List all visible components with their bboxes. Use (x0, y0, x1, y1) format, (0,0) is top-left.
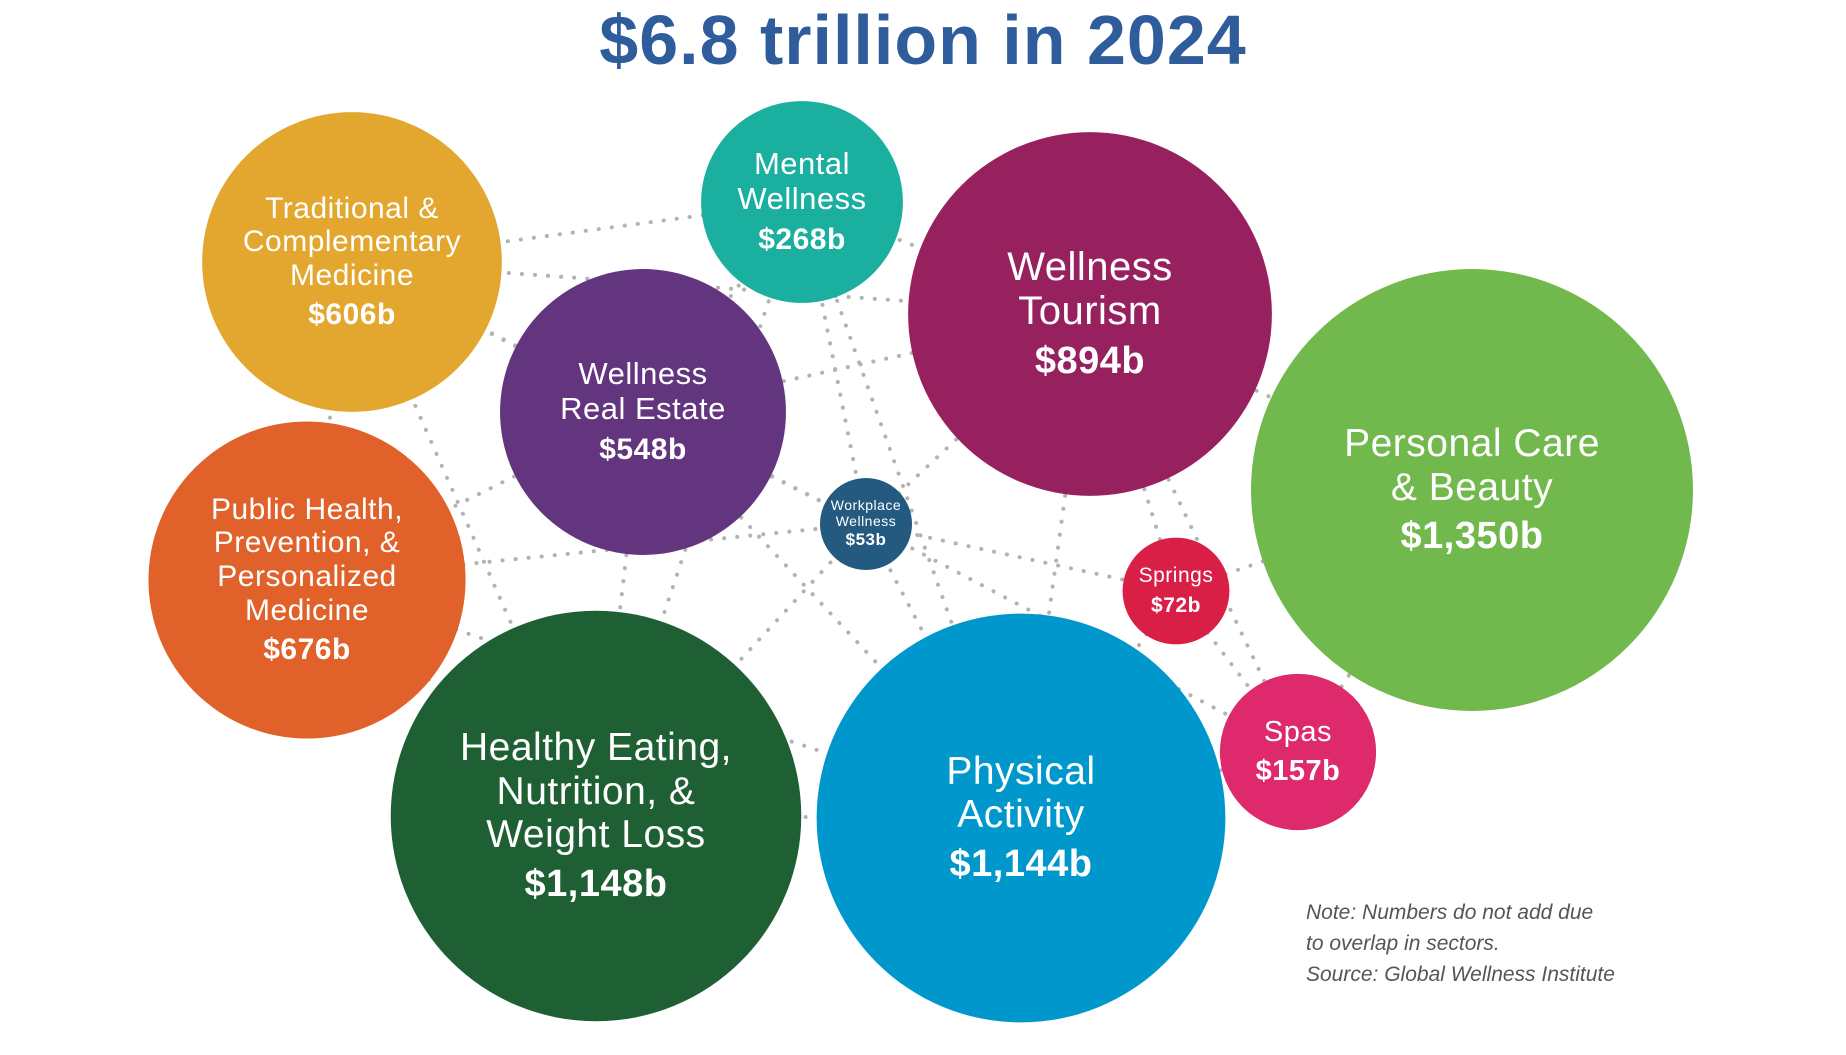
bubble-healthy-eating-nutrition-weight-loss (390, 610, 802, 1022)
bubble-wellness-real-estate (500, 269, 786, 555)
bubble-mental-wellness (701, 101, 903, 303)
bubble-public-health-prevention-personalized-medicine (148, 421, 466, 739)
source-line: Source: Global Wellness Institute (1306, 963, 1615, 986)
chart-title: $6.8 trillion in 2024 (599, 1, 1247, 79)
bubble-personal-care-beauty (1251, 269, 1693, 711)
chart-note: Note: Numbers do not add due to overlap … (1306, 897, 1726, 990)
bubble-springs (1122, 537, 1230, 645)
bubbles-group (148, 101, 1693, 1023)
bubble-traditional-complementary-medicine (202, 112, 502, 412)
note-line-1: Note: Numbers do not add due (1306, 901, 1594, 924)
connector-line (864, 522, 1178, 593)
connector-line (800, 200, 868, 526)
connector-line (800, 200, 1023, 820)
connector-line (864, 522, 1300, 754)
connector-line (350, 260, 598, 818)
bubble-physical-activity (816, 613, 1226, 1023)
bubble-workplace-wellness (820, 478, 912, 570)
note-line-2: to overlap in sectors. (1306, 932, 1500, 955)
bubble-spas (1219, 673, 1377, 831)
connector-line (594, 522, 868, 818)
bubble-wellness-tourism (908, 132, 1272, 496)
